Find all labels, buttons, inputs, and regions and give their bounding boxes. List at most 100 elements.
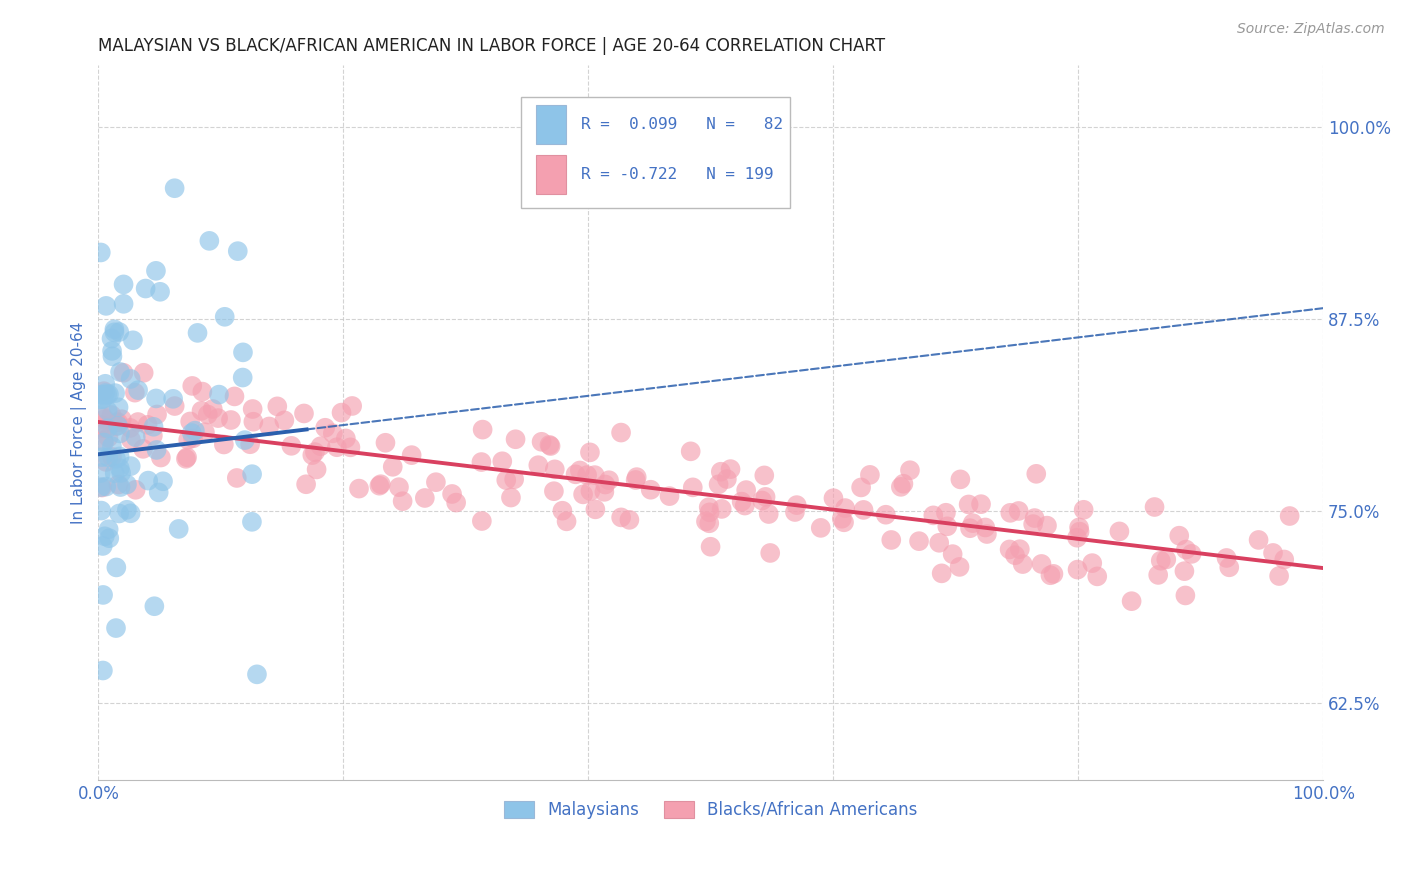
Malaysians (145, 442, 167, 457)
Blacks/African Americans (875, 508, 897, 522)
Malaysians (120, 506, 142, 520)
Blacks/African Americans (859, 467, 882, 482)
Blacks/African Americans (593, 477, 616, 491)
Blacks/African Americans (1143, 500, 1166, 514)
Blacks/African Americans (305, 462, 328, 476)
Blacks/African Americans (583, 502, 606, 516)
Malaysians (240, 467, 263, 482)
Malaysians (167, 522, 190, 536)
Blacks/African Americans (1261, 546, 1284, 560)
Malaysians (96, 387, 118, 401)
Malaysians (90, 480, 112, 494)
Blacks/African Americans (207, 411, 229, 425)
Malaysians (110, 466, 132, 480)
Blacks/African Americans (640, 483, 662, 497)
Blacks/African Americans (1278, 508, 1301, 523)
Blacks/African Americans (1081, 556, 1104, 570)
Malaysians (103, 326, 125, 340)
Malaysians (108, 450, 131, 464)
Malaysians (135, 281, 157, 295)
Blacks/African Americans (849, 480, 872, 494)
Blacks/African Americans (1150, 554, 1173, 568)
Blacks/African Americans (1066, 563, 1088, 577)
Blacks/African Americans (219, 413, 242, 427)
Malaysians (148, 485, 170, 500)
Malaysians (98, 531, 121, 545)
Blacks/African Americans (146, 408, 169, 422)
Blacks/African Americans (181, 431, 204, 445)
Blacks/African Americans (1024, 511, 1046, 525)
Blacks/African Americans (928, 536, 950, 550)
Blacks/African Americans (503, 472, 526, 486)
Malaysians (104, 621, 127, 635)
Blacks/African Americans (136, 417, 159, 432)
Blacks/African Americans (543, 484, 565, 499)
Text: MALAYSIAN VS BLACK/AFRICAN AMERICAN IN LABOR FORCE | AGE 20-64 CORRELATION CHART: MALAYSIAN VS BLACK/AFRICAN AMERICAN IN L… (98, 37, 886, 55)
Malaysians (108, 325, 131, 339)
Blacks/African Americans (568, 463, 591, 477)
Blacks/African Americans (1147, 568, 1170, 582)
Blacks/African Americans (579, 483, 602, 498)
Blacks/African Americans (1067, 520, 1090, 534)
Malaysians (108, 461, 131, 475)
Bar (536, 154, 567, 194)
Blacks/African Americans (1011, 557, 1033, 571)
Blacks/African Americans (177, 433, 200, 447)
Blacks/African Americans (1036, 518, 1059, 533)
Malaysians (184, 424, 207, 438)
Malaysians (115, 477, 138, 491)
Blacks/African Americans (931, 566, 953, 581)
Blacks/African Americans (880, 533, 903, 547)
Blacks/African Americans (93, 434, 115, 448)
Blacks/African Americans (93, 384, 115, 399)
Blacks/African Americans (391, 494, 413, 508)
Blacks/African Americans (1031, 557, 1053, 571)
Malaysians (136, 474, 159, 488)
Blacks/African Americans (1173, 564, 1195, 578)
Malaysians (108, 507, 131, 521)
Malaysians (232, 370, 254, 384)
Blacks/African Americans (1004, 548, 1026, 562)
Malaysians (107, 401, 129, 415)
Blacks/African Americans (734, 499, 756, 513)
Malaysians (108, 365, 131, 379)
Blacks/African Americans (949, 472, 972, 486)
Blacks/African Americans (93, 412, 115, 426)
Blacks/African Americans (1218, 560, 1240, 574)
Blacks/African Americans (304, 445, 326, 459)
Blacks/African Americans (898, 463, 921, 477)
Blacks/African Americans (471, 514, 494, 528)
Blacks/African Americans (505, 432, 527, 446)
Blacks/African Americans (101, 450, 124, 464)
Malaysians (104, 467, 127, 481)
Blacks/African Americans (495, 473, 517, 487)
Blacks/African Americans (120, 421, 142, 435)
Blacks/African Americans (823, 491, 845, 506)
Malaysians (91, 588, 114, 602)
Blacks/African Americans (340, 399, 363, 413)
Blacks/African Americans (309, 439, 332, 453)
Malaysians (101, 350, 124, 364)
Blacks/African Americans (225, 471, 247, 485)
Blacks/African Americans (1008, 542, 1031, 557)
Blacks/African Americans (936, 519, 959, 533)
Malaysians (93, 435, 115, 450)
Blacks/African Americans (970, 497, 993, 511)
Blacks/African Americans (832, 516, 855, 530)
Blacks/African Americans (425, 475, 447, 490)
Blacks/African Americans (948, 560, 970, 574)
Blacks/African Americans (370, 477, 392, 491)
Blacks/African Americans (1180, 547, 1202, 561)
Malaysians (100, 332, 122, 346)
Blacks/African Americans (658, 489, 681, 503)
Blacks/African Americans (699, 505, 721, 519)
Blacks/African Americans (527, 458, 550, 473)
Blacks/African Americans (242, 415, 264, 429)
Blacks/African Americans (330, 406, 353, 420)
Blacks/African Americans (441, 487, 464, 501)
Blacks/African Americans (1247, 533, 1270, 547)
Blacks/African Americans (368, 479, 391, 493)
Blacks/African Americans (544, 462, 567, 476)
Malaysians (208, 387, 231, 401)
Blacks/African Americans (242, 402, 264, 417)
